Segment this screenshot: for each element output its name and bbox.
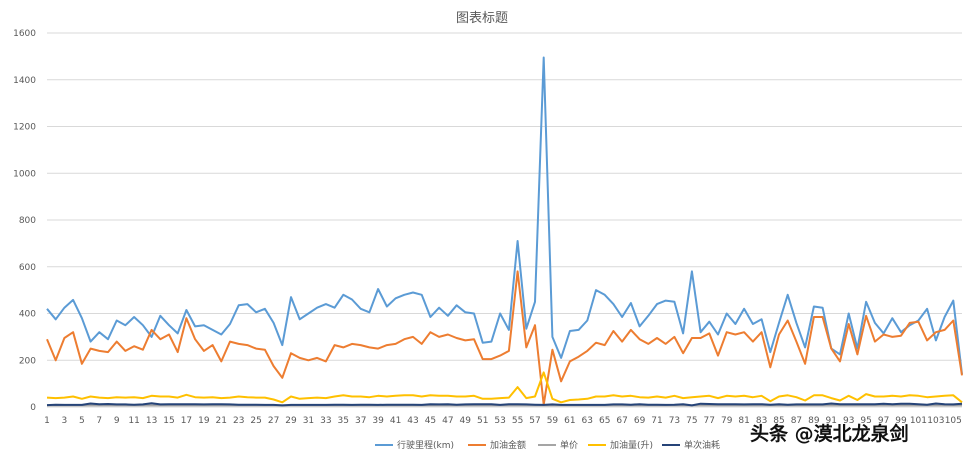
x-tick-label: 7 <box>96 416 102 426</box>
x-tick-label: 63 <box>582 416 593 426</box>
x-tick-label: 5 <box>79 416 85 426</box>
x-tick-label: 71 <box>651 416 662 426</box>
x-tick-label: 81 <box>738 416 749 426</box>
x-tick-label: 27 <box>268 416 279 426</box>
x-tick-label: 33 <box>320 416 331 426</box>
x-tick-label: 73 <box>669 416 680 426</box>
x-tick-label: 17 <box>181 416 192 426</box>
series-lines <box>46 56 963 407</box>
x-tick-label: 23 <box>233 416 244 426</box>
x-tick-label: 51 <box>477 416 488 426</box>
x-tick-label: 15 <box>163 416 174 426</box>
x-tick-label: 97 <box>878 416 889 426</box>
x-tick-label: 37 <box>355 416 366 426</box>
x-tick-label: 43 <box>407 416 418 426</box>
x-tick-label: 95 <box>860 416 871 426</box>
x-tick-label: 79 <box>721 416 733 426</box>
x-tick-label: 93 <box>843 416 854 426</box>
x-tick-label: 21 <box>216 416 227 426</box>
x-tick-label: 29 <box>285 416 297 426</box>
x-tick-label: 25 <box>250 416 261 426</box>
x-tick-label: 39 <box>372 416 384 426</box>
x-tick-label: 1 <box>44 416 50 426</box>
x-tick-label: 3 <box>62 416 68 426</box>
x-tick-label: 99 <box>895 416 907 426</box>
x-tick-label: 35 <box>338 416 349 426</box>
x-tick-label: 65 <box>599 416 610 426</box>
y-tick-label: 600 <box>19 263 36 273</box>
x-axis: 1 3 5 7 9 11 13 15 17 19 21 23 25 27 29 31 33 35 37 39 41 43 4… <box>44 416 962 426</box>
series-line <box>46 270 963 406</box>
x-tick-label: 83 <box>756 416 767 426</box>
x-tick-label: 87 <box>791 416 802 426</box>
x-tick-label: 75 <box>686 416 697 426</box>
x-tick-label: 45 <box>425 416 436 426</box>
legend-label: 加油金额 <box>490 439 526 451</box>
x-tick-label: 57 <box>529 416 540 426</box>
chart-title: 图表标题 <box>456 11 508 26</box>
x-tick-label: 85 <box>773 416 784 426</box>
legend: 行驶里程(km) 加油金额 单价 加油量(升) 单次油耗 <box>375 439 720 451</box>
x-tick-label: 77 <box>704 416 715 426</box>
legend-label: 单次油耗 <box>684 439 720 451</box>
series-line <box>46 371 963 404</box>
x-tick-label: 13 <box>146 416 157 426</box>
x-tick-label: 11 <box>128 416 139 426</box>
grid-lines <box>47 32 962 408</box>
x-tick-label: 41 <box>390 416 401 426</box>
x-tick-label: 19 <box>198 416 210 426</box>
x-tick-label: 31 <box>303 416 314 426</box>
x-tick-label: 59 <box>547 416 559 426</box>
legend-label: 单价 <box>560 439 578 451</box>
x-tick-label: 55 <box>512 416 523 426</box>
y-tick-label: 800 <box>19 216 36 226</box>
x-tick-label: 101 <box>910 416 927 426</box>
y-tick-label: 1400 <box>13 76 36 86</box>
y-axis: 0 200 400 600 800 1000 1200 1400 1600 <box>13 29 36 413</box>
x-tick-label: 49 <box>460 416 472 426</box>
legend-label: 行驶里程(km) <box>397 439 454 451</box>
legend-label: 加油量(升) <box>610 439 653 451</box>
x-tick-label: 9 <box>114 416 120 426</box>
x-tick-label: 53 <box>494 416 505 426</box>
y-tick-label: 1200 <box>13 123 36 133</box>
watermark-text: 头条 @漠北龙泉剑 <box>750 422 909 445</box>
y-tick-label: 1600 <box>13 29 36 39</box>
x-tick-label: 67 <box>616 416 627 426</box>
y-tick-label: 0 <box>30 403 36 413</box>
y-tick-label: 200 <box>19 356 36 366</box>
x-tick-label: 103 <box>927 416 944 426</box>
x-tick-label: 91 <box>826 416 837 426</box>
series-line <box>46 402 963 407</box>
y-tick-label: 1000 <box>13 169 36 179</box>
x-tick-label: 61 <box>564 416 575 426</box>
x-tick-label: 69 <box>634 416 646 426</box>
x-tick-label: 89 <box>808 416 820 426</box>
series-line <box>46 56 963 375</box>
x-tick-label: 47 <box>442 416 453 426</box>
x-tick-label: 105 <box>945 416 962 426</box>
y-tick-label: 400 <box>19 310 36 320</box>
